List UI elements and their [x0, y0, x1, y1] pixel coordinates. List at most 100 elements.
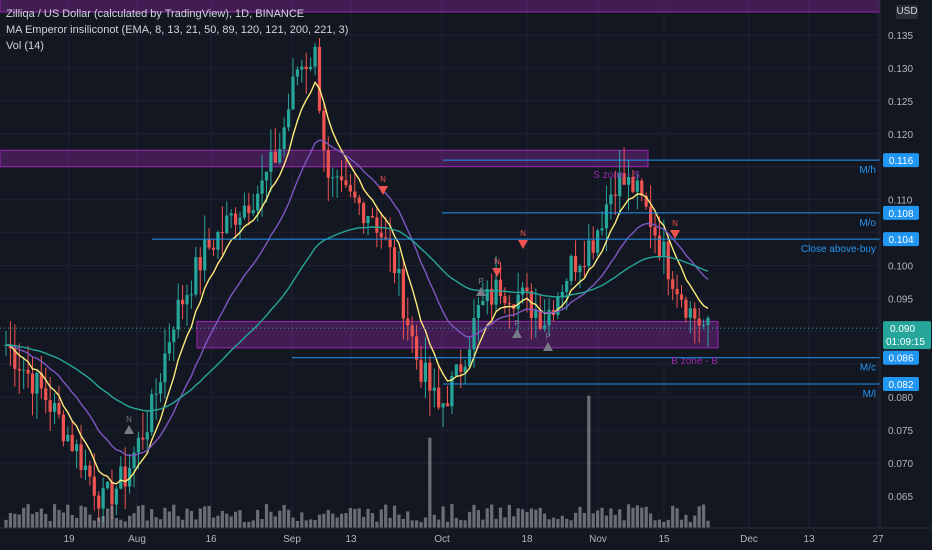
candle-body — [163, 353, 167, 383]
candle-body — [688, 308, 692, 318]
candle-body — [309, 66, 313, 70]
candle-body — [216, 232, 220, 250]
volume-bar — [401, 518, 405, 528]
price-tick-label: 0.075 — [888, 426, 913, 437]
candle-body — [560, 291, 564, 297]
candle-body — [88, 465, 92, 477]
volume-bar — [697, 506, 701, 528]
candle-body — [291, 76, 295, 110]
volume-bar — [494, 518, 498, 528]
volume-bar — [326, 509, 330, 528]
sell-signal-marker — [378, 186, 388, 195]
volume-bar — [189, 511, 194, 528]
volume-bar — [229, 516, 233, 528]
candle-body — [114, 488, 118, 505]
volume-bar — [309, 519, 313, 528]
volume-bar — [415, 520, 419, 528]
candle-body — [256, 193, 260, 211]
candle-body — [344, 180, 348, 186]
candle-body — [101, 488, 105, 509]
candle-body — [35, 373, 39, 394]
volume-bar — [573, 512, 578, 528]
volume-bar — [167, 511, 171, 528]
candle-body — [640, 180, 644, 196]
candle-body — [397, 268, 401, 274]
buy-signal-marker — [476, 287, 486, 296]
volume-bar — [362, 516, 366, 528]
volume-bar — [211, 517, 216, 528]
time-tick-label: 15 — [658, 534, 670, 545]
volume-bar — [437, 519, 441, 528]
volume-bar — [83, 507, 88, 528]
candle-body — [273, 151, 277, 163]
candle-body — [61, 414, 65, 442]
current-price-countdown: 01:09:15 — [886, 337, 925, 348]
candle-body — [437, 387, 441, 408]
candle-body — [538, 310, 542, 329]
level-label: M/c — [860, 363, 876, 374]
volume-bar — [688, 521, 692, 528]
candle-body — [317, 46, 322, 111]
time-tick-label: 27 — [872, 534, 884, 545]
volume-bar — [459, 519, 463, 528]
price-tick-label: 0.080 — [888, 393, 913, 404]
current-price-value: 0.090 — [890, 324, 915, 335]
volume-bar — [13, 513, 17, 528]
candle-body — [701, 325, 706, 327]
candle-body — [485, 288, 489, 302]
volume-bar — [207, 506, 211, 528]
candle-body — [339, 176, 344, 181]
volume-bar — [631, 507, 635, 528]
volume-bar — [344, 513, 348, 528]
candle-body — [52, 403, 57, 412]
candle-body — [432, 387, 436, 391]
candle-body — [278, 148, 282, 163]
candle-body — [251, 210, 255, 214]
candle-body — [97, 495, 101, 509]
volume-bar — [322, 513, 326, 528]
volume-bar — [260, 518, 264, 528]
volume-bar — [238, 510, 242, 528]
candle-body — [313, 46, 317, 67]
volume-bar — [203, 506, 207, 528]
volume-bar — [613, 514, 617, 528]
volume-bar — [591, 513, 595, 528]
candle-body — [304, 66, 308, 70]
ema-mid-line — [5, 139, 709, 457]
price-tick-label: 0.095 — [888, 294, 913, 305]
candle-body — [671, 279, 675, 289]
candle-body — [70, 434, 74, 452]
volume-bar — [300, 512, 304, 528]
volume-bar — [88, 514, 92, 528]
candle-body — [635, 180, 639, 192]
candle-body — [189, 294, 194, 296]
volume-bar — [150, 508, 154, 528]
candle-body — [392, 247, 397, 274]
candle-body — [48, 400, 52, 412]
volume-bar — [286, 509, 291, 528]
volume-bar — [507, 504, 511, 528]
candle-body — [132, 452, 136, 468]
volume-bar — [657, 519, 662, 528]
volume-bar — [247, 521, 251, 528]
candle-body — [145, 432, 149, 440]
volume-bar — [516, 508, 520, 528]
candle-body — [662, 241, 666, 257]
candle-body — [322, 110, 326, 151]
volume-bar — [684, 514, 688, 528]
volume-bar — [30, 514, 35, 528]
candle-body — [207, 239, 211, 248]
volume-bar — [604, 515, 609, 528]
candle-body — [233, 213, 238, 225]
volume-bar — [392, 505, 397, 528]
volume-bar — [75, 517, 79, 528]
candle-body — [445, 403, 450, 407]
chart-title: Zilliqa / US Dollar (calculated by Tradi… — [6, 8, 305, 20]
time-tick-label: 16 — [205, 534, 217, 545]
volume-bar — [101, 516, 105, 528]
volume-bar — [66, 504, 70, 528]
candle-body — [587, 240, 591, 267]
volume-bar — [114, 517, 118, 528]
volume-bar — [110, 505, 114, 528]
